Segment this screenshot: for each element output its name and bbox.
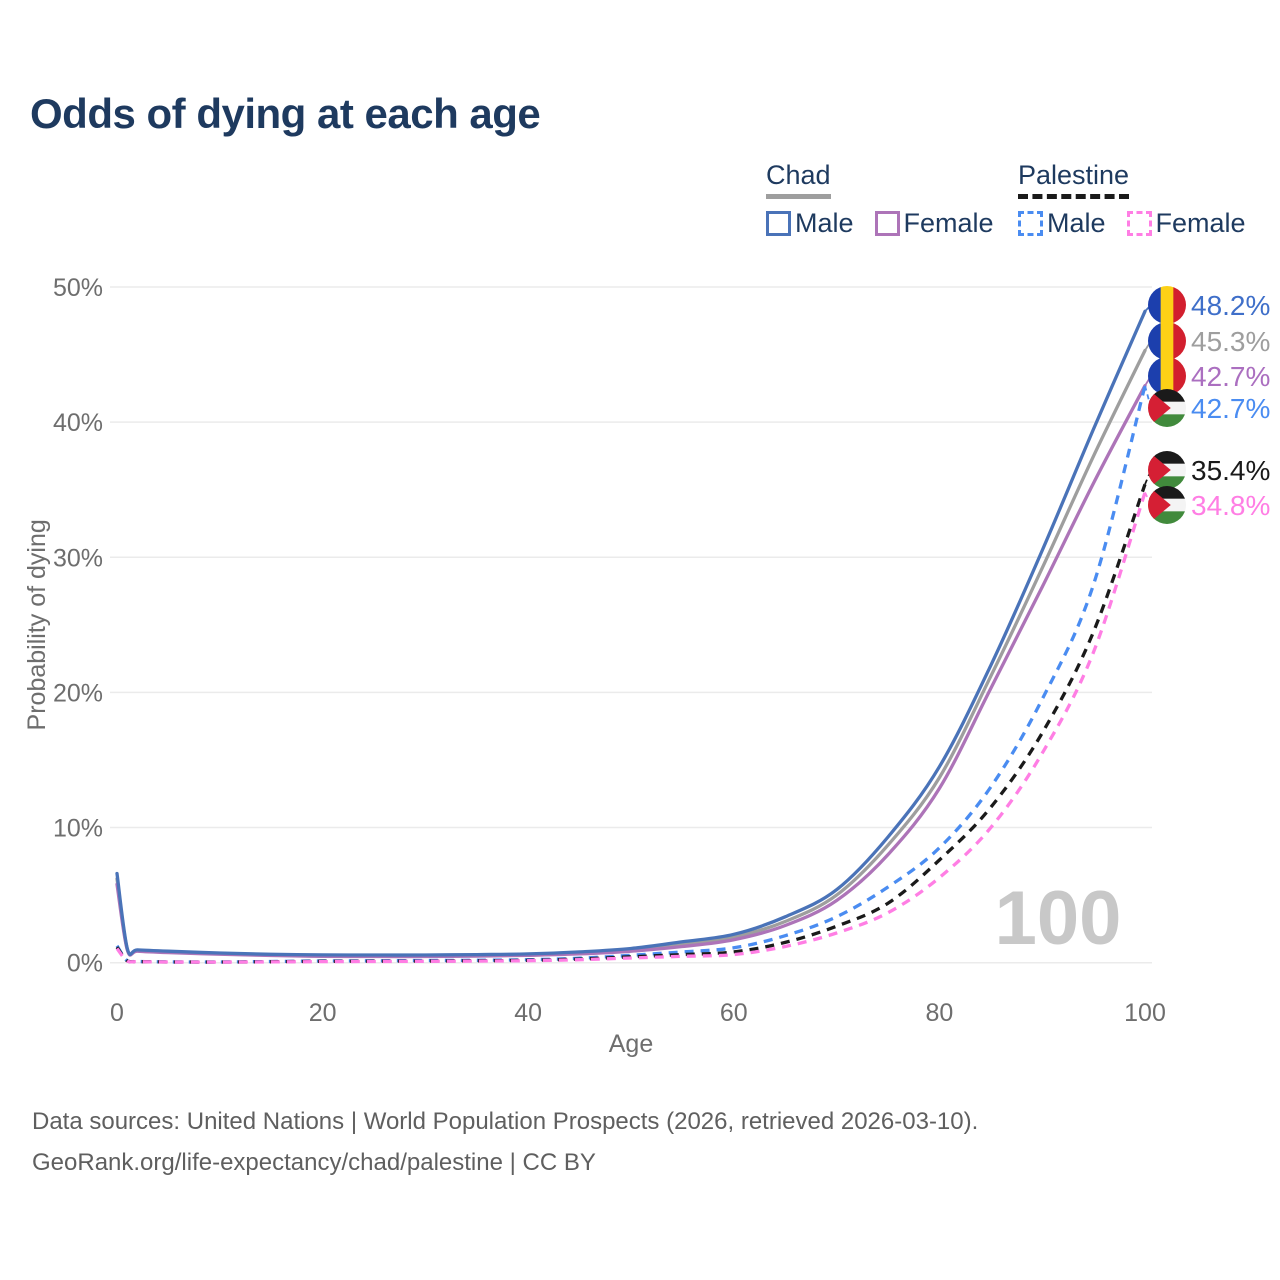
series-line-chad-male[interactable]	[115, 309, 1147, 957]
legend-item-chad-female[interactable]: Female	[874, 208, 994, 239]
legend-title-chad: Chad	[766, 160, 831, 190]
legend-item-palestine-female[interactable]: Female	[1126, 208, 1246, 239]
y-tick-label: 0%	[67, 950, 103, 978]
x-axis-title: Age	[609, 1030, 653, 1058]
y-axis-title: Probability of dying	[23, 519, 51, 730]
end-value-label-chad-both: 45.3%	[1191, 326, 1270, 357]
end-value-label-chad-female: 42.7%	[1191, 361, 1270, 392]
x-tick-label: 80	[925, 999, 953, 1027]
legend-group-chad: Chad Male Female	[766, 160, 994, 239]
y-tick-label: 10%	[53, 815, 103, 843]
footer-attribution: GeoRank.org/life-expectancy/chad/palesti…	[32, 1149, 596, 1176]
palestine-female-swatch-icon	[1126, 211, 1152, 236]
page-title: Odds of dying at each age	[30, 90, 541, 137]
chad-line-swatch	[766, 194, 831, 199]
y-tick-label: 40%	[53, 409, 103, 437]
flag-palestine-icon	[1148, 389, 1186, 427]
legend-title-palestine: Palestine	[1018, 160, 1130, 190]
palestine-line-swatch	[1018, 194, 1130, 199]
chad-female-swatch-icon	[874, 211, 900, 236]
legend-items-palestine: Male Female	[1018, 208, 1246, 239]
footer: Data sources: United Nations | World Pop…	[32, 1101, 978, 1183]
x-tick-label: 60	[720, 999, 748, 1027]
end-value-label-palestine-female: 34.8%	[1191, 490, 1270, 521]
end-value-label-palestine-male: 42.7%	[1191, 393, 1270, 424]
legend-header-chad[interactable]: Chad	[766, 160, 831, 199]
x-tick-label: 100	[1124, 999, 1166, 1027]
series-line-chad-both[interactable]	[115, 348, 1147, 958]
legend-label-chad-male: Male	[795, 208, 854, 238]
series-line-palestine-both[interactable]	[115, 483, 1147, 964]
legend-header-palestine[interactable]: Palestine	[1018, 160, 1130, 199]
legend-items-chad: Male Female	[766, 208, 994, 239]
legend-item-chad-male[interactable]: Male	[766, 208, 854, 239]
y-tick-label: 20%	[53, 679, 103, 707]
legend-label-palestine-female: Female	[1155, 208, 1246, 238]
flag-palestine-icon	[1148, 451, 1186, 489]
flag-palestine-icon	[1148, 486, 1186, 524]
x-tick-label: 0	[110, 999, 124, 1027]
y-tick-label: 50%	[53, 274, 103, 302]
series-line-palestine-female[interactable]	[115, 491, 1147, 964]
y-tick-label: 30%	[53, 544, 103, 572]
legend-label-chad-female: Female	[903, 208, 994, 238]
legend-group-palestine: Palestine Male Female	[1018, 160, 1246, 239]
age-watermark: 100	[995, 876, 1122, 961]
end-value-label-palestine-both: 35.4%	[1191, 455, 1270, 486]
end-value-label-chad-male: 48.2%	[1191, 290, 1270, 321]
x-tick-label: 20	[309, 999, 337, 1027]
flag-chad-icon	[1148, 322, 1186, 360]
chad-male-swatch-icon	[766, 211, 791, 236]
flag-chad-icon	[1148, 357, 1186, 395]
series-line-chad-female[interactable]	[115, 384, 1147, 959]
legend-item-palestine-male[interactable]: Male	[1018, 208, 1106, 239]
footer-data-sources: Data sources: United Nations | World Pop…	[32, 1108, 979, 1135]
flag-chad-icon	[1148, 286, 1186, 324]
palestine-male-swatch-icon	[1018, 211, 1043, 236]
legend-label-palestine-male: Male	[1047, 208, 1106, 238]
x-tick-label: 40	[514, 999, 542, 1027]
